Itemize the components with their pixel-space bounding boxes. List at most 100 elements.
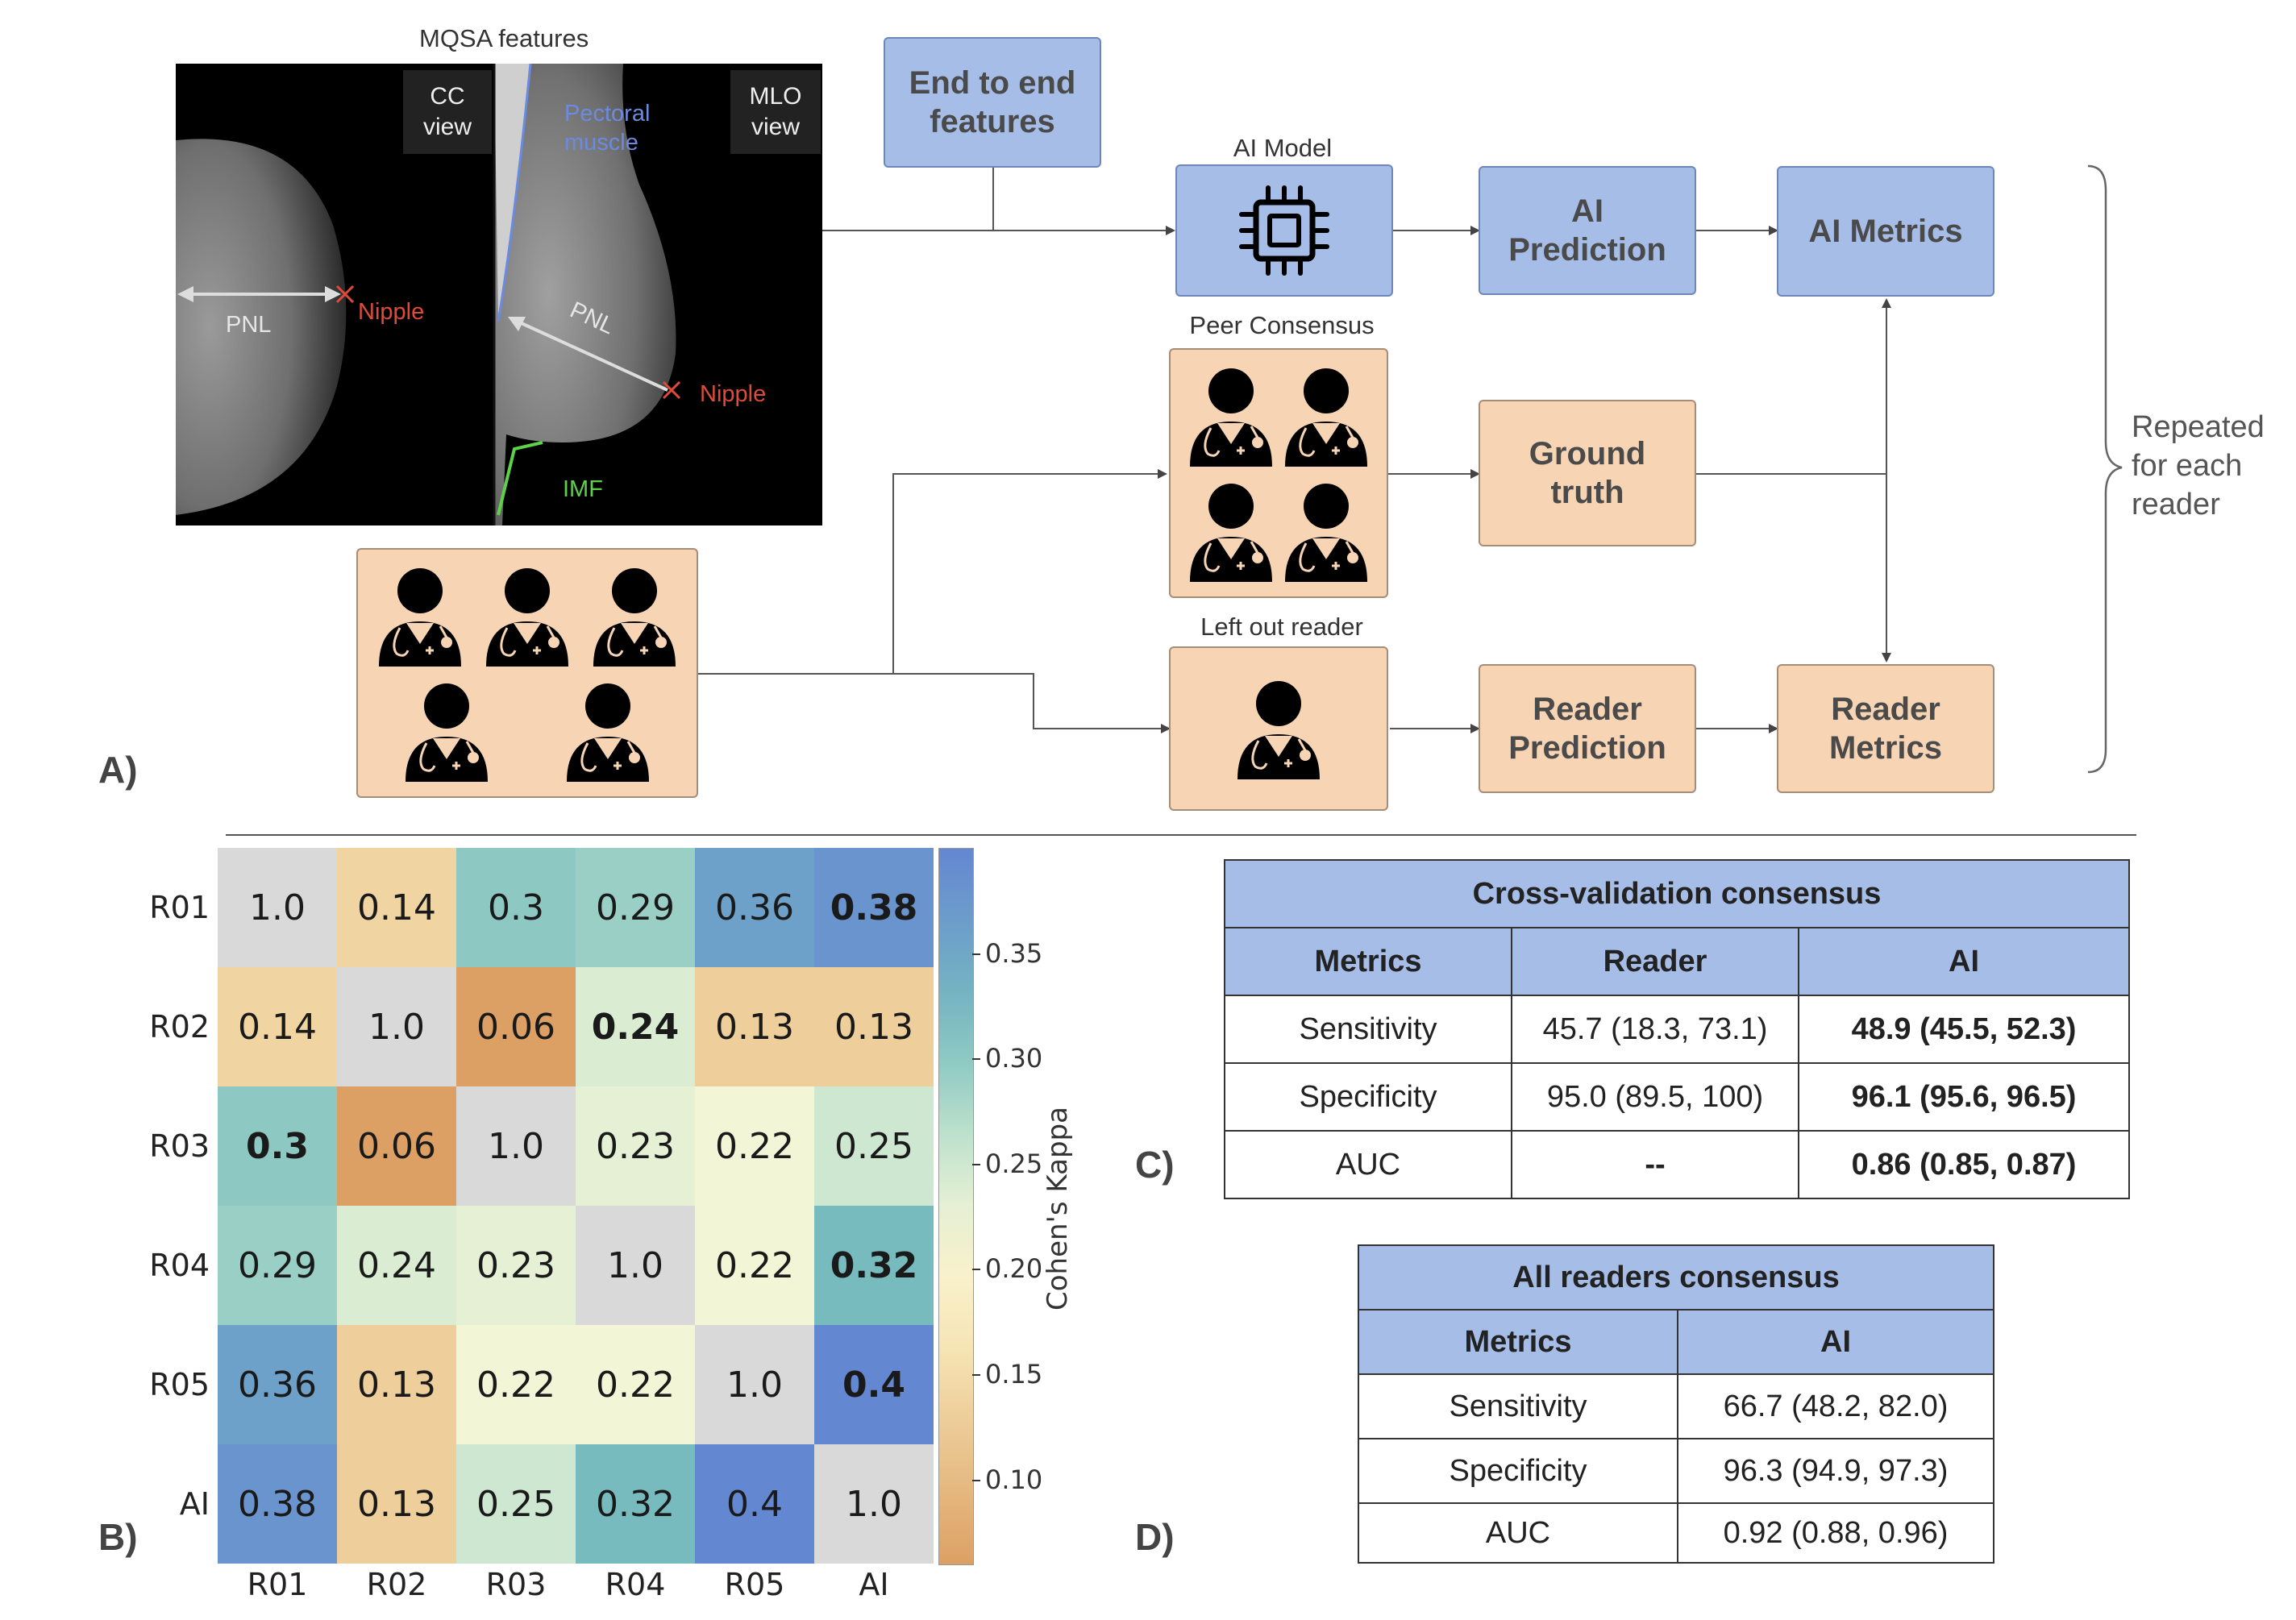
ai-metrics-label: AI Metrics	[1808, 214, 1963, 249]
heatmap-cell: 0.38	[814, 848, 934, 967]
mlo-pnl-arrow	[514, 318, 668, 392]
reader-value: --	[1511, 1130, 1799, 1199]
ai-value: 0.92 (0.88, 0.96)	[1677, 1502, 1994, 1564]
mlo-nipple-label: Nipple	[700, 381, 767, 407]
panel-a-letter: A)	[98, 749, 138, 791]
heatmap-row-label: R02	[149, 1009, 210, 1045]
pectoral-muscle-shape	[494, 64, 530, 322]
panel-d-letter: D)	[1135, 1516, 1175, 1558]
heatmap-cell: 0.38	[218, 1444, 337, 1564]
repeated-for-each-reader: Repeated for each reader	[2132, 410, 2265, 521]
ai-model-box	[1175, 164, 1393, 297]
heatmap-cell: 0.14	[337, 848, 456, 967]
heatmap-cell: 0.06	[456, 967, 576, 1086]
cpu-chip-icon	[1239, 185, 1329, 276]
peer-consensus-caption: Peer Consensus	[1189, 311, 1375, 339]
table-row: AUC -- 0.86 (0.85, 0.87)	[1224, 1130, 2130, 1199]
mlo-breast-shape	[494, 64, 676, 525]
ground-truth-label: Ground truth	[1529, 436, 1646, 510]
reader-value: 45.7 (18.3, 73.1)	[1511, 995, 1799, 1064]
heatmap-cell: 1.0	[337, 967, 456, 1086]
colorbar-tick: 0.20	[985, 1253, 1043, 1285]
colorbar	[938, 848, 974, 1565]
colorbar-tick-mark	[972, 1058, 980, 1061]
colorbar-tick-mark	[972, 1479, 980, 1481]
cc-pnl-label: PNL	[226, 312, 272, 338]
col-ai: AI	[1677, 1309, 1994, 1375]
heatmap-col-label: AI	[859, 1567, 889, 1602]
heatmap-cell: 0.36	[218, 1325, 337, 1444]
imf-label: IMF	[563, 476, 603, 502]
heatmap-col-label: R02	[366, 1567, 427, 1602]
all-readers-box	[356, 548, 698, 798]
heatmap-cell: 0.36	[695, 848, 814, 967]
heatmap-cell: 0.24	[337, 1206, 456, 1325]
col-ai: AI	[1798, 927, 2130, 996]
table-row: Specificity 96.3 (94.9, 97.3)	[1358, 1438, 1994, 1504]
heatmap-cell: 0.4	[814, 1325, 934, 1444]
heatmap-cell: 0.24	[576, 967, 695, 1086]
end-to-end-label: End to end features	[909, 65, 1076, 139]
metric-name: Specificity	[1358, 1438, 1678, 1504]
heatmap-cell: 0.14	[218, 967, 337, 1086]
heatmap-cell: 1.0	[218, 848, 337, 967]
heatmap-cell: 0.06	[337, 1086, 456, 1206]
doctor-icon	[587, 563, 682, 668]
heatmap-cell: 1.0	[695, 1325, 814, 1444]
reader-prediction-label: Reader Prediction	[1508, 692, 1666, 766]
heatmap-row-label: R03	[149, 1128, 210, 1164]
heatmap-cell: 0.13	[337, 1444, 456, 1564]
metric-name: Sensitivity	[1358, 1373, 1678, 1439]
colorbar-tick-mark	[972, 1269, 980, 1271]
heatmap-cell: 0.23	[576, 1086, 695, 1206]
colorbar-tick-mark	[972, 1163, 980, 1165]
pectoral-muscle-label: Pectoral muscle	[564, 101, 651, 156]
panel-b-letter: B)	[98, 1516, 138, 1558]
colorbar-tick: 0.10	[985, 1464, 1043, 1495]
heatmap-col-label: R05	[724, 1567, 785, 1602]
heatmap-cell: 0.22	[695, 1206, 814, 1325]
table-row: AUC 0.92 (0.88, 0.96)	[1358, 1502, 1994, 1564]
reader-prediction-box: Reader Prediction	[1479, 664, 1696, 793]
heatmap-cell: 1.0	[576, 1206, 695, 1325]
heatmap-col-label: R04	[605, 1567, 666, 1602]
ai-prediction-box: AI Prediction	[1479, 166, 1696, 295]
cross-validation-title: Cross-validation consensus	[1224, 859, 2130, 928]
cross-validation-table: Cross-validation consensus Metrics Reade…	[1224, 859, 2130, 1199]
heatmap-row-label: R04	[149, 1248, 210, 1283]
colorbar-tick: 0.35	[985, 937, 1043, 969]
cc-nipple-label: Nipple	[358, 299, 425, 325]
ai-value: 66.7 (48.2, 82.0)	[1677, 1373, 1994, 1439]
doctor-icon	[1279, 363, 1374, 468]
col-reader: Reader	[1511, 927, 1799, 996]
cc-view-tag: CC view	[403, 70, 492, 154]
colorbar-tick: 0.25	[985, 1148, 1043, 1179]
doctor-icon	[1183, 479, 1279, 584]
ai-value: 96.3 (94.9, 97.3)	[1677, 1438, 1994, 1504]
reader-metrics-label: Reader Metrics	[1828, 692, 1943, 766]
heatmap-cell: 1.0	[456, 1086, 576, 1206]
all-readers-title: All readers consensus	[1358, 1244, 1994, 1311]
table-row: Specificity 95.0 (89.5, 100) 96.1 (95.6,…	[1224, 1062, 2130, 1132]
doctor-icon	[372, 563, 468, 668]
repeat-bracket	[2087, 164, 2123, 774]
metric-name: AUC	[1358, 1502, 1678, 1564]
heatmap-cell: 0.13	[814, 967, 934, 1086]
heatmap-cell: 1.0	[814, 1444, 934, 1564]
pectoral-line	[497, 64, 532, 322]
heatmap-cell: 0.4	[695, 1444, 814, 1564]
heatmap-col-label: R01	[247, 1567, 308, 1602]
heatmap-cell: 0.32	[576, 1444, 695, 1564]
ai-prediction-label: AI Prediction	[1508, 193, 1666, 268]
peer-consensus-box	[1169, 348, 1388, 598]
mammogram-image: CC view MLO view Pectoral muscle PNL Nip…	[176, 64, 822, 525]
heatmap-cell: 0.13	[695, 967, 814, 1086]
colorbar-tick: 0.30	[985, 1043, 1043, 1074]
heatmap-cell: 0.22	[576, 1325, 695, 1444]
colorbar-tick-mark	[972, 953, 980, 955]
doctor-icon	[399, 679, 494, 783]
colorbar-tick-mark	[972, 1373, 980, 1376]
heatmap-cell: 0.3	[456, 848, 576, 967]
metric-name: Specificity	[1224, 1062, 1512, 1132]
